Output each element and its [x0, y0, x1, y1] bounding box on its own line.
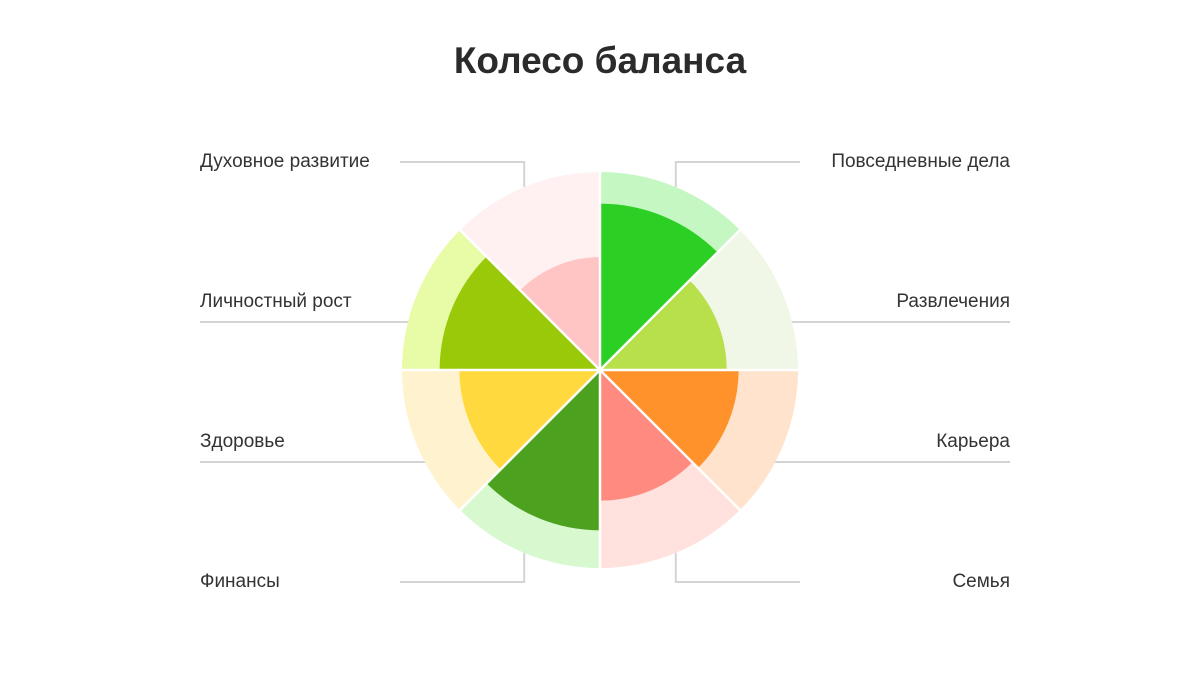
category-label-карьера: Карьера [936, 431, 1010, 452]
sector-divider [599, 369, 742, 512]
value-sector [600, 370, 739, 468]
value-sector [600, 203, 718, 370]
value-sector [459, 370, 600, 470]
leader-lines [200, 161, 1010, 583]
sector-divider [458, 228, 601, 371]
sector-divider [599, 228, 742, 371]
category-label-развлечения: Развлечения [896, 291, 1010, 312]
category-label-повседневные-дела: Повседневные дела [831, 151, 1010, 172]
chart-title: Колесо баланса [453, 40, 747, 81]
sector-divider [458, 369, 601, 512]
value-sectors [439, 203, 739, 531]
value-sector [486, 370, 600, 531]
category-labels: Повседневные дела Развлечения Карьера Семья… [200, 151, 1010, 592]
category-label-здоровье: Здоровье [200, 431, 285, 452]
value-sector [520, 257, 600, 370]
value-sector [600, 280, 727, 370]
value-sector [600, 370, 693, 501]
category-label-духовное-развитие: Духовное развитие [200, 151, 370, 172]
leader-line [400, 161, 526, 188]
leader-line [674, 552, 800, 583]
category-label-семья: Семья [952, 571, 1010, 592]
category-label-финансы: Финансы [200, 571, 280, 592]
value-sector [439, 256, 600, 370]
leader-line [674, 161, 800, 188]
divider-lines [401, 171, 799, 569]
category-label-личностный-рост: Личностный рост [200, 291, 352, 312]
leader-line [400, 552, 526, 583]
